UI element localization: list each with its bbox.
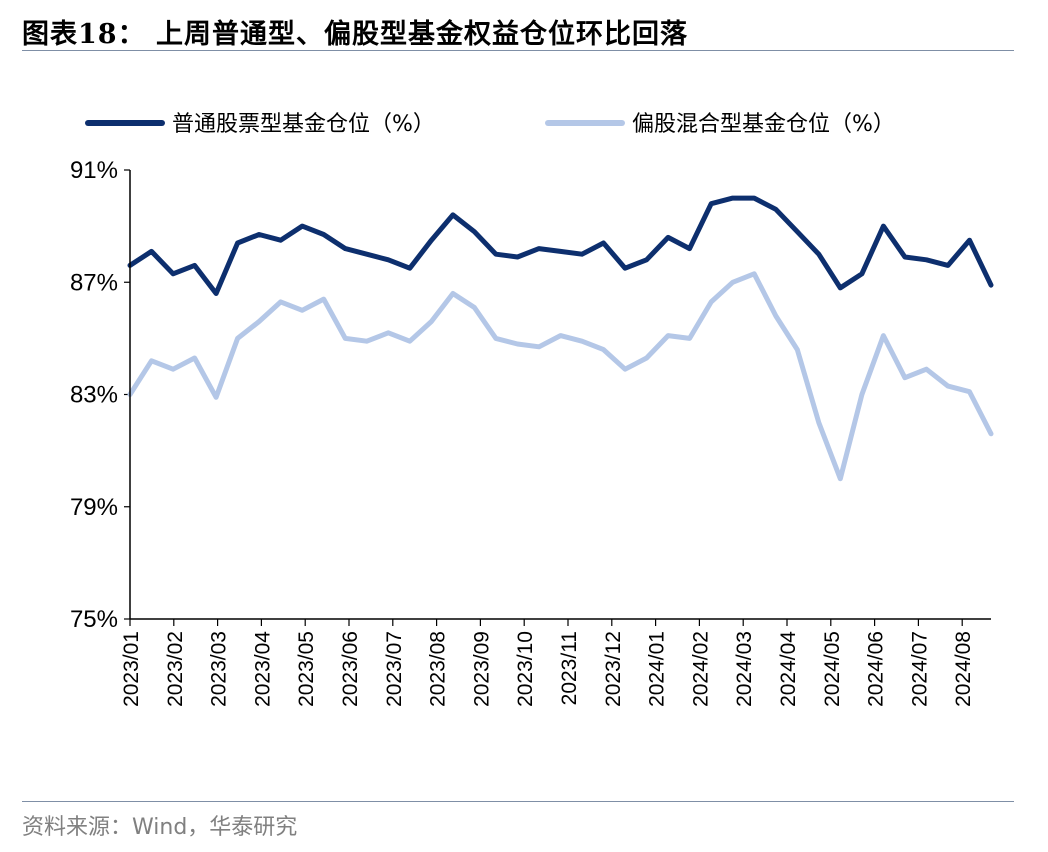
series-line-mixed-fund <box>127 271 994 482</box>
y-tick-label: 75% <box>70 606 118 633</box>
x-tick-label: 2024/08 <box>952 631 975 707</box>
x-tick-label: 2024/02 <box>689 631 712 707</box>
x-tick-label: 2023/10 <box>514 631 537 707</box>
x-tick-label: 2023/04 <box>251 631 274 707</box>
line-chart: 普通股票型基金仓位（%） 偏股混合型基金仓位（%） 75% 79% 83% 87% 91… <box>70 112 994 707</box>
source-note: 资料来源：Wind，华泰研究 <box>22 815 298 840</box>
x-tick-label: 2023/11 <box>558 631 581 705</box>
x-tick-label: 2023/01 <box>120 631 143 707</box>
x-tick-label: 2024/05 <box>821 631 844 707</box>
series-lines <box>127 195 994 482</box>
y-tick-label: 87% <box>70 269 118 296</box>
chart-title: 图表18： 上周普通型、偏股型基金权益仓位环比回落 <box>22 19 688 50</box>
x-tick-label: 2024/01 <box>646 631 669 707</box>
y-tick-label: 79% <box>70 494 118 521</box>
x-tick-label: 2023/02 <box>164 631 187 707</box>
top-rule <box>22 50 1014 51</box>
legend-label-series2: 偏股混合型基金仓位（%） <box>632 112 895 137</box>
legend: 普通股票型基金仓位（%） 偏股混合型基金仓位（%） <box>85 112 895 137</box>
x-tick-label: 2024/06 <box>865 631 888 707</box>
x-tick-label: 2023/12 <box>602 631 625 707</box>
x-tick-label: 2024/04 <box>777 631 800 707</box>
legend-label-series1: 普通股票型基金仓位（%） <box>172 112 435 137</box>
x-tick-label: 2024/07 <box>908 631 931 707</box>
x-tick-label: 2023/09 <box>470 631 493 707</box>
x-tick-label: 2023/07 <box>383 631 406 707</box>
x-axis-ticks: 2023/01 2023/02 2023/03 2023/04 2023/05 2023/… <box>120 619 975 707</box>
x-tick-label: 2023/03 <box>208 631 231 707</box>
y-tick-label: 83% <box>70 382 118 409</box>
x-tick-label: 2023/06 <box>339 631 362 707</box>
x-tick-label: 2023/05 <box>295 631 318 707</box>
bottom-rule <box>22 801 1014 802</box>
y-tick-label: 91% <box>70 157 118 184</box>
series-line-stock-fund <box>127 195 994 296</box>
x-tick-label: 2023/08 <box>427 631 450 707</box>
x-tick-label: 2024/03 <box>733 631 756 707</box>
y-axis-ticks: 75% 79% 83% 87% 91% <box>70 157 130 633</box>
